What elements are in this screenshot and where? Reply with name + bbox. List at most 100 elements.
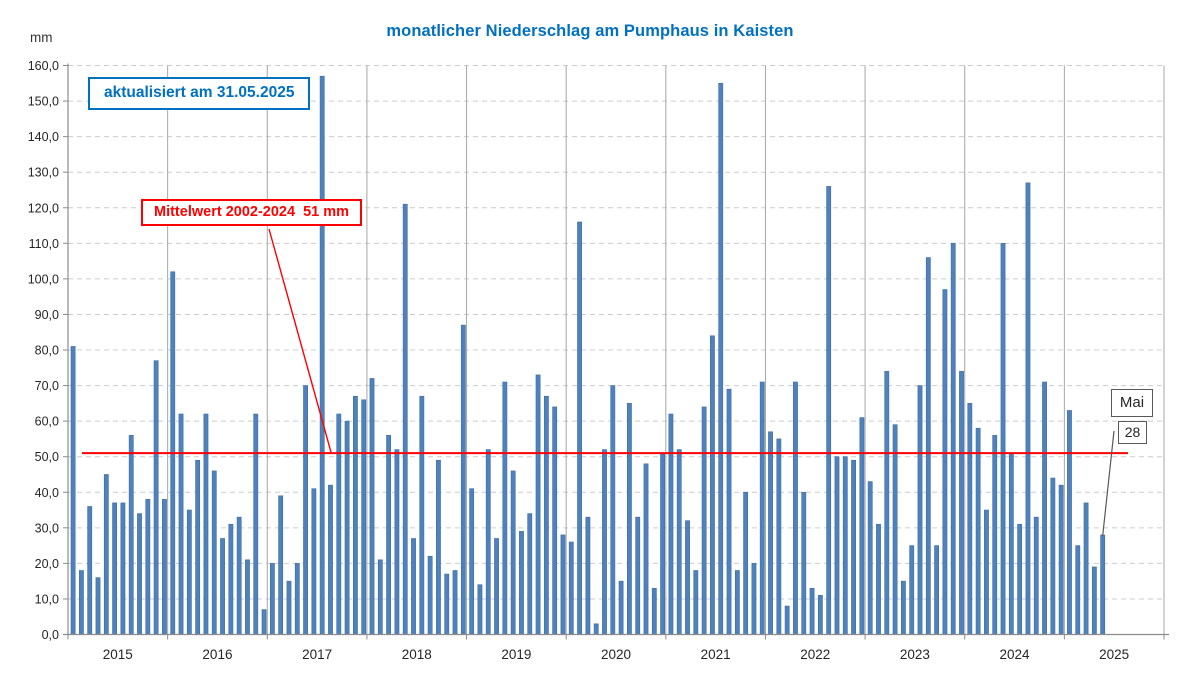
bar-2024-01 [967, 403, 973, 635]
bar-2019-11 [552, 406, 558, 635]
bar-2024-05 [1000, 243, 1006, 635]
bar-2019-07 [519, 531, 524, 635]
bars [70, 75, 1106, 635]
bar-2022-09 [834, 456, 840, 635]
bar-2020-01 [568, 541, 574, 635]
bar-2024-12 [1058, 484, 1064, 635]
bar-2017-02 [278, 495, 284, 635]
bar-2019-02 [477, 584, 483, 635]
bar-2017-04 [294, 563, 300, 635]
bar-2023-08 [925, 257, 931, 635]
x-year-label-2024: 2024 [1000, 647, 1031, 662]
bar-2023-01 [867, 481, 873, 635]
bar-2023-10 [942, 289, 948, 635]
bar-2022-07 [817, 595, 823, 635]
bar-2021-09 [734, 570, 740, 635]
bar-2018-01 [369, 378, 375, 635]
x-year-label-2025: 2025 [1099, 647, 1129, 662]
bar-2022-03 [784, 605, 790, 635]
axes [63, 63, 1169, 636]
bar-2020-12 [660, 452, 666, 635]
bar-2021-07 [718, 82, 724, 635]
bar-2016-12 [261, 609, 267, 635]
bar-2018-11 [452, 570, 458, 635]
y-tick-label: 10,0 [35, 592, 59, 606]
bar-2022-02 [776, 438, 782, 635]
y-tick-label: 140,0 [28, 130, 59, 144]
bar-2016-04 [195, 459, 201, 635]
x-year-label-2023: 2023 [900, 647, 930, 662]
bar-2023-09 [934, 545, 940, 635]
bar-2021-10 [743, 491, 749, 635]
bar-2016-08 [228, 523, 234, 635]
bar-2019-10 [543, 395, 549, 635]
callout-month-box: Mai [1111, 389, 1153, 417]
bar-2023-06 [909, 545, 915, 635]
bar-2020-05 [602, 449, 607, 635]
x-year-label-2021: 2021 [701, 647, 731, 662]
bar-2015-05 [103, 474, 109, 635]
bar-2020-09 [635, 516, 641, 635]
mean-annotation-box: Mittelwert 2002-2024 51 mm [141, 199, 363, 226]
bar-2017-09 [336, 413, 342, 635]
bar-2020-02 [577, 221, 582, 635]
y-tick-label: 130,0 [28, 166, 59, 180]
bar-2015-08 [128, 435, 134, 635]
updated-annotation-box: aktualisiert am 31.05.2025 [88, 77, 311, 110]
y-tick-label: 90,0 [35, 308, 59, 322]
bar-2025-05 [1100, 534, 1106, 635]
bar-2023-07 [917, 385, 923, 635]
bar-2024-04 [992, 435, 998, 635]
bar-2025-01 [1067, 410, 1072, 635]
bar-2017-12 [361, 399, 367, 635]
bar-2024-07 [1017, 523, 1023, 635]
bar-2015-10 [145, 499, 151, 635]
bar-2017-07 [319, 75, 325, 635]
bar-2024-11 [1050, 477, 1056, 635]
y-tick-label: 160,0 [28, 59, 59, 73]
bar-2015-03 [87, 506, 93, 635]
y-tick-label: 60,0 [35, 415, 59, 429]
bar-2020-08 [626, 403, 632, 635]
callout-value-box: 28 [1118, 421, 1147, 444]
bar-2023-02 [876, 523, 881, 635]
bar-2019-09 [535, 374, 541, 635]
bar-2016-10 [245, 559, 250, 635]
bar-2016-02 [178, 413, 184, 635]
bar-2019-03 [485, 449, 491, 635]
bar-2023-12 [959, 371, 964, 635]
bar-2025-04 [1091, 566, 1097, 635]
bar-2022-01 [768, 431, 773, 635]
y-tick-label: 80,0 [35, 344, 59, 358]
bar-2023-03 [884, 371, 890, 635]
y-tick-label: 40,0 [35, 486, 59, 500]
bar-2018-03 [386, 435, 392, 635]
tick-marks [63, 65, 1165, 640]
bar-2017-05 [303, 385, 308, 635]
bar-2017-11 [352, 395, 358, 635]
bar-2017-06 [311, 488, 317, 635]
bar-2022-10 [842, 456, 848, 635]
bar-2017-03 [286, 580, 292, 635]
bar-2020-03 [585, 516, 591, 635]
bar-2019-05 [502, 381, 508, 635]
bar-2021-02 [676, 449, 682, 635]
x-year-label-2020: 2020 [601, 647, 631, 662]
y-axis-unit-label: mm [30, 30, 53, 45]
bar-2021-03 [685, 520, 690, 635]
bar-2021-12 [759, 381, 765, 635]
bar-2022-04 [793, 381, 798, 635]
bar-2018-08 [427, 555, 433, 635]
bar-2020-10 [643, 463, 649, 635]
bar-2015-06 [112, 502, 118, 635]
y-tick-labels: 0,0 10,0 20,0 30,0 40,0 50,0 60,0 70,0 80,0 90,0 1… [28, 59, 59, 642]
bar-2023-05 [900, 580, 906, 635]
bar-2025-03 [1083, 502, 1089, 635]
bar-2019-04 [494, 538, 499, 635]
bar-2025-02 [1075, 545, 1081, 635]
x-year-label-2022: 2022 [800, 647, 830, 662]
y-tick-label: 0,0 [42, 628, 59, 642]
callout-leader-line [1102, 430, 1115, 536]
bar-2015-09 [137, 513, 142, 635]
